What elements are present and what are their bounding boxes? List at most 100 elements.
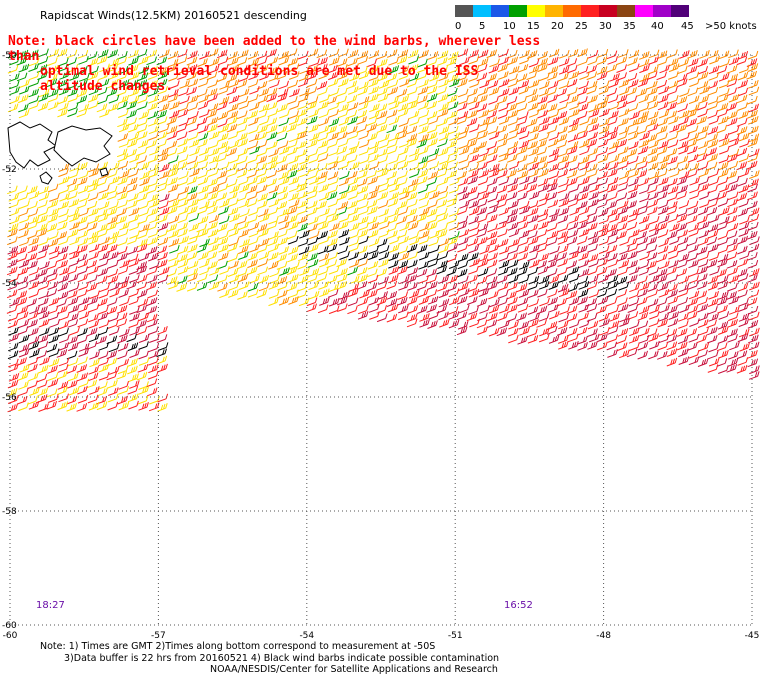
wind-barb: [226, 123, 238, 133]
wind-barb: [87, 394, 99, 404]
wind-barb: [157, 363, 168, 373]
wind-barb: [549, 310, 560, 320]
legend-swatch: [653, 5, 671, 17]
wind-barb: [376, 305, 387, 314]
wind-barb: [307, 48, 319, 58]
wind-barb: [227, 198, 239, 208]
wind-barb: [208, 236, 219, 246]
wind-barb: [747, 50, 759, 60]
wind-barb: [47, 378, 59, 388]
wind-barb: [667, 132, 679, 141]
wind-barb: [728, 93, 740, 103]
wind-barb: [156, 116, 168, 126]
wind-barb: [397, 266, 408, 275]
wind-barb: [598, 215, 610, 225]
wind-barb: [707, 86, 719, 96]
wind-barb: [357, 216, 369, 225]
wind-barb: [486, 116, 498, 126]
wind-barb: [558, 80, 570, 90]
wind-barb: [338, 160, 350, 170]
wind-barb: [18, 259, 30, 269]
wind-barb: [187, 161, 199, 171]
wind-barb: [9, 95, 20, 105]
axis-tick-label: -60: [3, 631, 18, 641]
wind-barb: [118, 385, 129, 395]
wind-barb: [698, 168, 710, 178]
wind-barb: [457, 253, 469, 262]
wind-barb: [559, 49, 570, 59]
wind-barb: [108, 102, 120, 112]
wind-barb: [68, 342, 79, 352]
wind-barb: [648, 49, 660, 59]
wind-barb: [66, 266, 78, 275]
wind-barb: [539, 116, 550, 126]
wind-barb: [677, 341, 688, 351]
wind-barb: [139, 177, 150, 187]
wind-barb: [417, 155, 429, 165]
wind-barb: [749, 281, 760, 291]
wind-barb: [646, 117, 658, 127]
axis-tick-label: -48: [596, 631, 611, 641]
wind-barb: [486, 231, 498, 240]
wind-barb: [517, 303, 529, 313]
wind-barb: [347, 200, 358, 209]
wind-barb: [679, 304, 690, 314]
wind-barb: [226, 116, 238, 126]
wind-barb: [336, 281, 347, 290]
wind-barb: [277, 192, 289, 202]
wind-speed-legend: 0 5 10 15 20 25 30 35 40 45 >50 knots: [455, 5, 757, 32]
wind-barb: [418, 260, 429, 270]
wind-barb: [319, 297, 330, 306]
wind-barb: [748, 103, 759, 113]
wind-barb: [67, 80, 79, 90]
wind-barb: [396, 229, 408, 239]
wind-barb: [457, 260, 469, 270]
wind-barb: [137, 192, 148, 202]
wind-barb: [608, 154, 620, 164]
wind-barb: [528, 319, 539, 328]
wind-barb: [629, 118, 640, 127]
wind-barb: [687, 145, 698, 155]
wind-barb: [478, 283, 489, 293]
wind-barb: [589, 183, 600, 193]
wind-barb: [548, 56, 559, 66]
wind-barb: [149, 214, 160, 224]
wind-barb: [329, 222, 340, 232]
wind-barb: [318, 117, 330, 127]
wind-barb: [607, 334, 618, 343]
wind-barb: [86, 222, 98, 232]
wind-barb: [606, 132, 618, 141]
wind-barb: [499, 320, 510, 329]
wind-barb: [257, 192, 268, 202]
wind-barb: [399, 191, 410, 200]
wind-barb: [97, 326, 109, 336]
wind-barb: [538, 275, 550, 285]
wind-barb: [69, 236, 80, 246]
wind-barb: [48, 348, 60, 358]
wind-barb: [138, 334, 150, 343]
wind-barb: [247, 252, 258, 261]
wind-barb: [558, 198, 570, 208]
wind-barb: [377, 58, 388, 68]
wind-barb: [617, 215, 629, 224]
wind-barb: [347, 125, 358, 135]
wind-barb: [657, 351, 668, 360]
wind-barb: [529, 259, 540, 269]
wind-barb: [459, 161, 470, 171]
wind-barb: [508, 228, 520, 238]
wind-barb: [337, 191, 348, 201]
wind-barb: [167, 205, 178, 215]
wind-barb: [18, 387, 29, 397]
wind-barb: [729, 306, 740, 315]
wind-barb: [307, 139, 318, 148]
wind-barb: [69, 163, 80, 172]
wind-barb: [619, 237, 630, 246]
wind-barb: [568, 266, 580, 275]
wind-barb: [667, 80, 679, 89]
wind-barb: [117, 160, 129, 170]
wind-barb: [647, 283, 658, 292]
wind-barb: [218, 124, 230, 134]
wind-barb: [667, 200, 678, 210]
wind-barb: [206, 251, 218, 261]
wind-barb: [576, 169, 588, 179]
